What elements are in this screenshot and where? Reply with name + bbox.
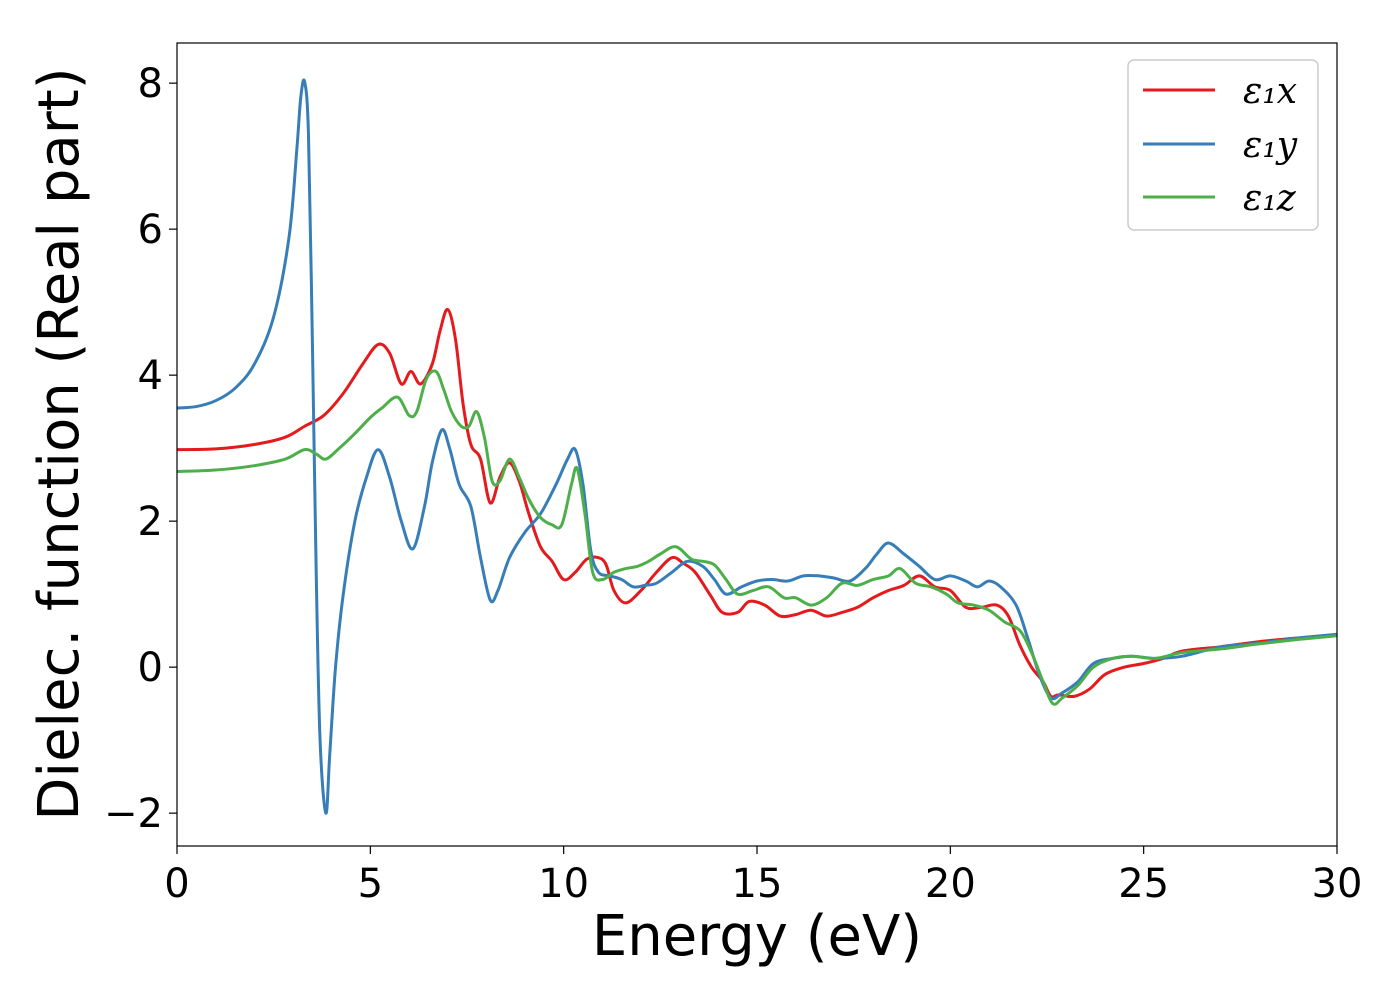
legend-label-y: ε₁y (1243, 125, 1298, 166)
y-tick-label: 0 (138, 645, 163, 691)
legend-frame (1127, 59, 1319, 231)
y-tick-label: 8 (138, 61, 163, 107)
y-tick-label: 6 (138, 207, 163, 253)
x-tick-label: 20 (925, 861, 976, 907)
x-tick-label: 10 (538, 861, 589, 907)
y-axis: −2 0 2 4 6 8 (104, 61, 177, 837)
x-axis: 0 5 10 15 20 25 30 (164, 846, 1362, 907)
legend-label-z: ε₁z (1243, 178, 1297, 219)
y-tick-label: 2 (138, 499, 163, 545)
series-line-z (176, 369, 1338, 706)
x-axis-title: Energy (eV) (592, 904, 922, 969)
y-tick-label: −2 (104, 791, 163, 837)
x-tick-label: 25 (1118, 861, 1169, 907)
x-tick-label: 30 (1312, 861, 1363, 907)
x-tick-label: 15 (732, 861, 783, 907)
legend-label-x: ε₁x (1243, 71, 1297, 112)
y-axis-title: Dielec. function (Real part) (27, 67, 92, 820)
x-tick-label: 5 (358, 861, 383, 907)
x-tick-label: 0 (164, 861, 189, 907)
series-layer (176, 78, 1338, 815)
y-tick-label: 4 (138, 353, 163, 399)
series-line-y (176, 78, 1338, 815)
legend: ε₁x ε₁y ε₁z (1127, 59, 1319, 231)
